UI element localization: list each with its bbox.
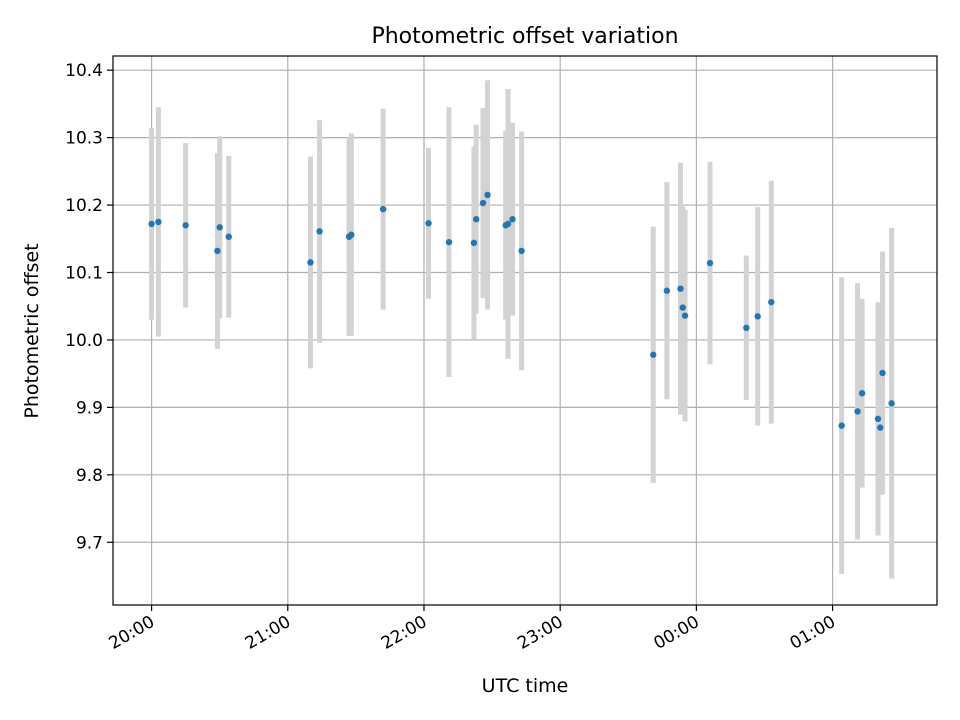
data-point xyxy=(225,233,232,240)
y-tick-label: 10.4 xyxy=(65,61,103,81)
y-tick-label: 9.8 xyxy=(76,466,103,486)
data-point xyxy=(484,191,491,199)
x-tick-label: 01:00 xyxy=(787,612,839,654)
data-points xyxy=(148,191,895,431)
data-point xyxy=(858,390,866,397)
data-point xyxy=(888,400,895,407)
plot-area-frame xyxy=(112,55,938,606)
data-point xyxy=(706,259,714,267)
data-point xyxy=(879,369,886,377)
x-tick-label: 22:00 xyxy=(378,612,430,654)
chart-title: Photometric offset variation xyxy=(371,24,678,49)
data-point xyxy=(677,285,684,292)
data-point xyxy=(445,238,453,246)
data-point xyxy=(348,231,355,238)
data-point xyxy=(838,422,845,429)
y-tick-label: 10.3 xyxy=(65,129,103,149)
x-tick-label: 21:00 xyxy=(242,612,294,654)
data-point xyxy=(768,298,775,306)
grid xyxy=(113,56,937,605)
error-bars xyxy=(149,80,895,579)
data-point xyxy=(425,220,432,227)
y-tick-label: 9.7 xyxy=(76,533,103,553)
x-axis-label: UTC time xyxy=(482,675,569,697)
data-point xyxy=(182,222,189,229)
data-point xyxy=(470,239,478,247)
data-point xyxy=(472,216,480,223)
y-tick-label: 10.1 xyxy=(65,263,103,283)
data-point xyxy=(874,415,882,423)
y-tick-label: 10.0 xyxy=(65,331,103,351)
data-point xyxy=(681,312,689,319)
data-point xyxy=(663,287,671,294)
data-point xyxy=(743,324,750,332)
data-point xyxy=(650,351,657,358)
data-point xyxy=(754,313,761,320)
y-axis-label: Photometric offset xyxy=(21,243,43,418)
data-point xyxy=(479,199,487,207)
data-point xyxy=(854,408,861,415)
y-tick-label: 10.2 xyxy=(65,196,103,216)
x-tick-label: 00:00 xyxy=(650,612,702,654)
data-point xyxy=(509,216,516,223)
data-point xyxy=(504,220,512,228)
data-point xyxy=(316,228,323,235)
data-point xyxy=(877,424,884,431)
data-point xyxy=(518,247,525,255)
data-point xyxy=(679,304,686,311)
x-tick-label: 20:00 xyxy=(106,612,158,654)
x-axis: 20:00 21:00 22:00 23:00 00:00 01:00 xyxy=(106,605,839,654)
data-point xyxy=(148,220,155,228)
data-point xyxy=(307,259,314,266)
x-tick-label: 23:00 xyxy=(514,612,566,654)
data-point xyxy=(379,205,387,213)
data-point xyxy=(214,247,221,255)
y-tick-label: 9.9 xyxy=(76,398,103,418)
y-axis: 9.7 9.8 9.9 10.0 10.1 10.2 10.3 10.4 xyxy=(65,61,113,553)
data-point xyxy=(155,218,162,226)
data-point xyxy=(216,224,223,231)
